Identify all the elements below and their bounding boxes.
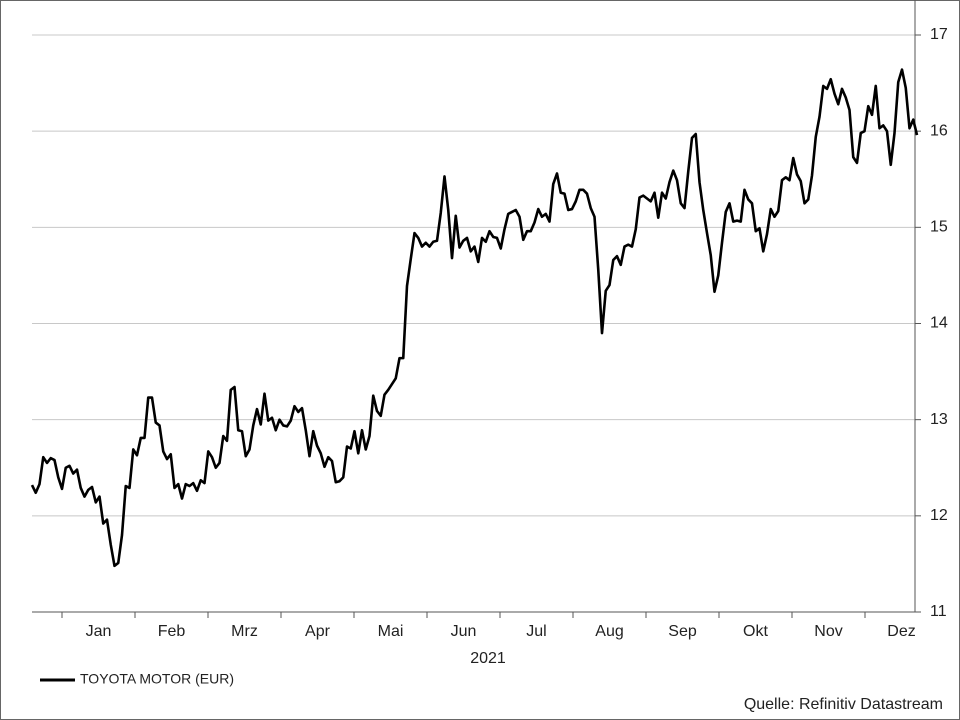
y-tick-label: 17	[930, 26, 948, 43]
x-tick-label: Feb	[158, 623, 186, 640]
x-tick-label: Mai	[378, 623, 404, 640]
x-tick-label: Dez	[887, 623, 915, 640]
y-tick-label: 14	[930, 315, 948, 332]
y-tick-label: 15	[930, 219, 948, 236]
x-tick-label: Nov	[814, 623, 842, 640]
x-tick-label: Jan	[86, 623, 112, 640]
x-tick-label: Apr	[305, 623, 331, 640]
legend-label: TOYOTA MOTOR (EUR)	[80, 671, 234, 687]
y-tick-label: 12	[930, 507, 948, 524]
x-axis-label: 2021	[470, 650, 506, 667]
x-tick-label: Sep	[668, 623, 697, 640]
x-tick-label: Okt	[743, 623, 768, 640]
x-tick-label: Mrz	[231, 623, 258, 640]
price-line	[30, 68, 919, 568]
x-tick-label: Aug	[595, 623, 623, 640]
y-tick-label: 16	[930, 122, 948, 139]
x-tick-label: Jun	[451, 623, 477, 640]
source: Quelle: Refinitiv Datastream	[744, 696, 943, 713]
y-tick-label: 11	[930, 603, 947, 620]
x-tick-label: Jul	[526, 623, 546, 640]
y-tick-label: 13	[930, 411, 948, 428]
